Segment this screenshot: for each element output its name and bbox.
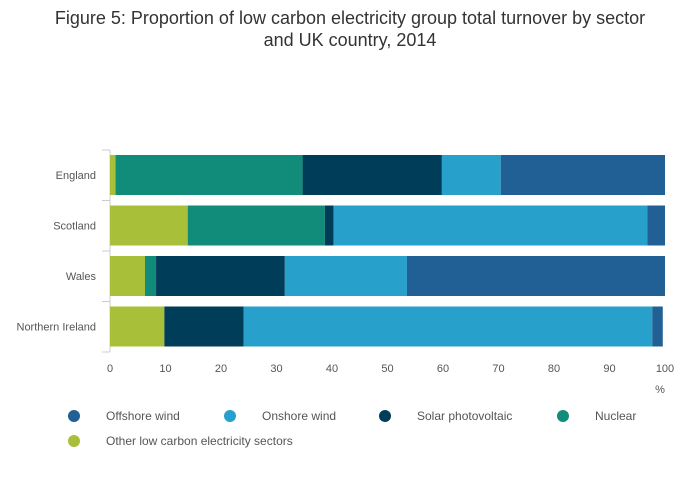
chart-title-line-1: Figure 5: Proportion of low carbon elect… [55, 8, 645, 28]
category-label: Scotland [53, 221, 96, 233]
category-labels: England Scotland Wales Northern Ireland [17, 170, 97, 334]
chart-title-line-2: and UK country, 2014 [264, 30, 437, 50]
bar-segment [243, 306, 653, 347]
bar-segment [187, 205, 325, 246]
bar-segment [324, 205, 334, 246]
legend-label: Solar photovoltaic [417, 409, 512, 423]
legend: Offshore wind Onshore wind Solar photovolt… [68, 409, 636, 448]
legend-swatch [68, 410, 80, 422]
x-axis-unit: % [655, 384, 665, 396]
legend-label: Nuclear [595, 409, 636, 423]
x-tick-label: 0 [107, 363, 113, 375]
x-tick-label: 60 [437, 363, 449, 375]
category-label: England [56, 170, 96, 182]
bar-segment [406, 256, 665, 296]
bar-segment [441, 155, 501, 195]
legend-label: Onshore wind [262, 409, 336, 423]
legend-swatch [224, 410, 236, 422]
x-tick-label: 50 [381, 363, 393, 375]
x-tick-label: 100 [656, 363, 674, 375]
bar-segment [110, 205, 188, 246]
y-axis [102, 149, 111, 353]
bar-segment [164, 306, 244, 347]
bar-segment [110, 256, 145, 296]
bar-segment [115, 155, 303, 195]
x-tick-label: 90 [603, 363, 615, 375]
bar-segment [333, 205, 648, 246]
bar-segment [156, 256, 285, 296]
x-tick-label: 10 [159, 363, 171, 375]
bar-segment [302, 155, 442, 195]
bar-segment [144, 256, 157, 296]
x-axis-ticks: 0 10 20 30 40 50 60 70 80 90 100 [107, 363, 674, 375]
x-tick-label: 40 [326, 363, 338, 375]
category-label: Northern Ireland [17, 322, 97, 334]
x-tick-label: 20 [215, 363, 227, 375]
bars [110, 155, 665, 347]
legend-swatch [379, 410, 391, 422]
legend-swatch [68, 435, 80, 447]
bar-segment [652, 306, 663, 347]
legend-label: Other low carbon electricity sectors [106, 434, 293, 448]
legend-swatch [557, 410, 569, 422]
bar-segment [284, 256, 407, 296]
category-label: Wales [66, 271, 97, 283]
x-tick-label: 80 [548, 363, 560, 375]
bar-segment [500, 155, 665, 195]
x-tick-label: 30 [270, 363, 282, 375]
x-tick-label: 70 [492, 363, 504, 375]
bar-segment [110, 155, 116, 195]
bar-segment [110, 306, 165, 347]
bar-segment [647, 205, 665, 246]
legend-label: Offshore wind [106, 409, 180, 423]
